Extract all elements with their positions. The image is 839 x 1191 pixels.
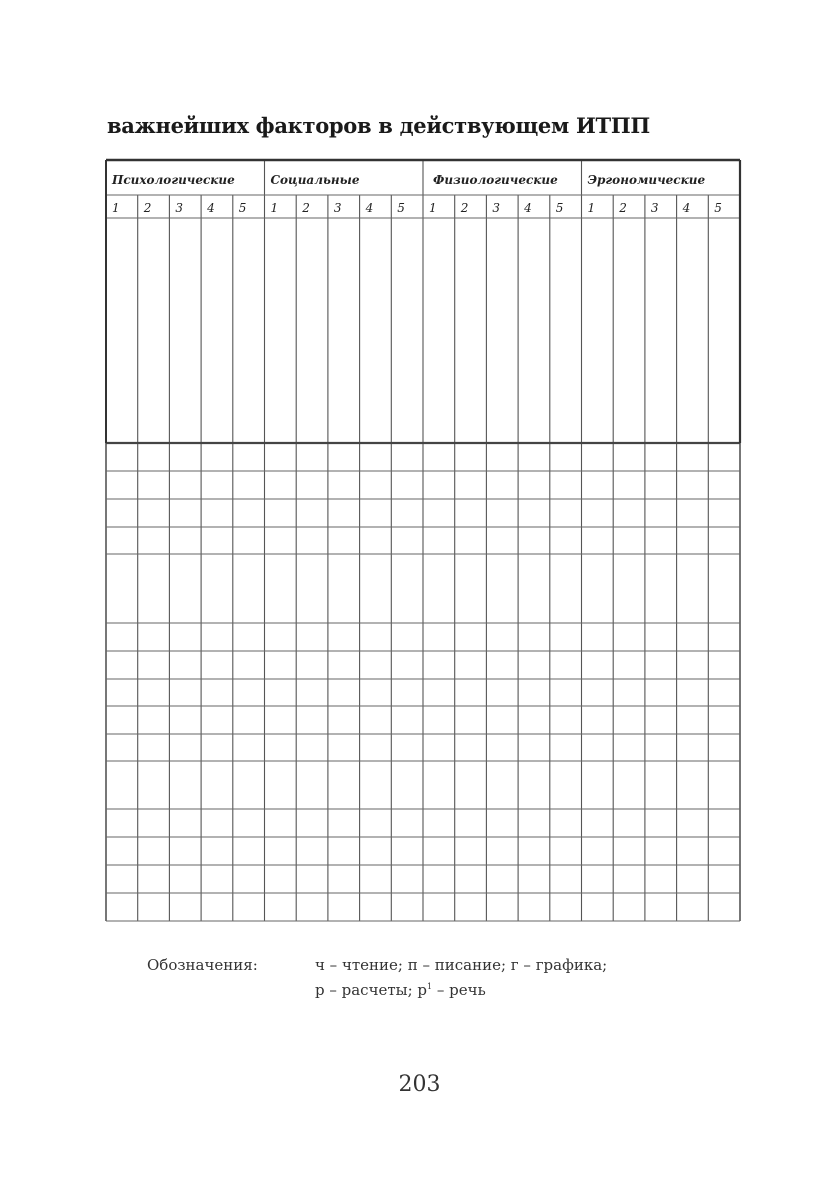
column-number: 4 <box>207 201 215 215</box>
column-number: 1 <box>112 201 120 215</box>
column-number: 1 <box>429 201 437 215</box>
column-number: 3 <box>492 201 501 215</box>
column-number: 1 <box>270 201 279 215</box>
column-number: 3 <box>175 201 184 215</box>
legend-line-2: р – расчеты; р1 – речь <box>315 981 486 999</box>
group-header: Физиологические <box>433 173 558 187</box>
column-number: 5 <box>397 201 405 215</box>
column-number: 1 <box>587 201 596 215</box>
legend-superscript: 1 <box>427 982 433 991</box>
legend-line-1: ч – чтение; п – писание; г – графика; <box>315 956 608 974</box>
column-number: 5 <box>555 201 564 215</box>
group-header: Психологические <box>112 173 235 187</box>
column-number: 4 <box>682 201 691 215</box>
column-number: 5 <box>238 201 247 215</box>
column-number: 2 <box>302 201 310 215</box>
column-number: 3 <box>333 201 342 215</box>
column-number: 4 <box>524 201 532 215</box>
legend-line-2-end: – речь <box>432 981 486 999</box>
group-header: Эргономические <box>587 173 706 187</box>
page-title: важнейших факторов в действующем ИТПП <box>107 113 650 138</box>
page-number: 203 <box>398 1072 441 1097</box>
column-number: 2 <box>460 201 469 215</box>
group-header: Социальные <box>270 173 360 187</box>
column-number: 4 <box>365 201 374 215</box>
column-number: 2 <box>619 201 627 215</box>
column-number: 5 <box>714 201 722 215</box>
legend-label: Обозначения: <box>147 956 258 974</box>
legend-line-2-start: р – расчеты; р <box>315 981 428 999</box>
column-number: 2 <box>143 201 152 215</box>
column-number: 3 <box>650 201 659 215</box>
